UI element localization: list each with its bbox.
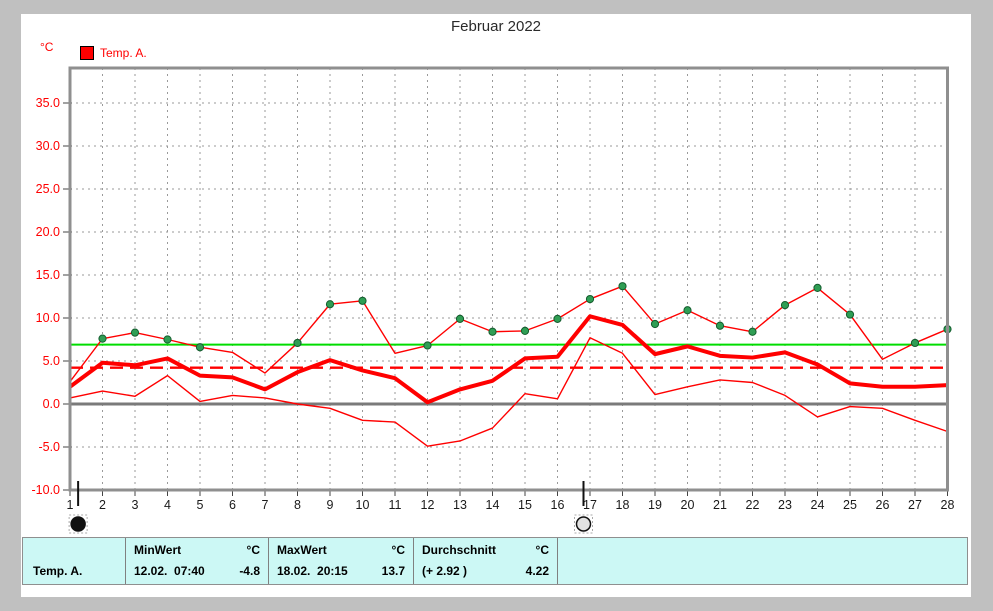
legend-color-swatch xyxy=(80,46,94,60)
empty-cell xyxy=(558,538,967,584)
minwert-value: -4.8 xyxy=(239,564,260,578)
maxwert-value: 13.7 xyxy=(381,564,405,578)
maxwert-datetime: 18.02. 20:15 xyxy=(277,564,348,578)
y-tick-label: 5.0 xyxy=(43,354,60,368)
x-tick-label: 3 xyxy=(132,498,139,512)
x-tick-label: 10 xyxy=(356,498,370,512)
x-tick-label: 13 xyxy=(453,498,467,512)
y-axis-unit-label: °C xyxy=(40,40,54,54)
max-point-marker xyxy=(813,283,822,292)
mean-temperature-line xyxy=(68,314,948,405)
x-tick-label: 2 xyxy=(99,498,106,512)
y-tick-label: 35.0 xyxy=(36,96,60,110)
max-point-marker xyxy=(748,327,757,336)
max-point-marker xyxy=(585,294,595,304)
x-tick-label: 26 xyxy=(876,498,890,512)
cursor-selection-box xyxy=(68,514,88,534)
x-tick-label: 14 xyxy=(486,498,500,512)
x-tick-label: 7 xyxy=(262,498,269,512)
chart-title: Februar 2022 xyxy=(450,18,542,35)
max-point-marker xyxy=(163,335,172,344)
y-tick-label: -10.0 xyxy=(32,483,61,497)
series-row-label: Temp. A. xyxy=(33,564,83,578)
max-point-marker xyxy=(715,321,725,330)
legend: Temp. A. xyxy=(80,46,147,60)
minwert-header: MinWert xyxy=(134,543,182,557)
durchschnitt-unit: °C xyxy=(535,543,549,557)
minwert-cell: MinWert °C 12.02. 07:40 -4.8 xyxy=(126,538,269,584)
max-point-marker xyxy=(650,319,660,329)
max-point-marker xyxy=(293,338,302,348)
x-tick-label: 1 xyxy=(67,498,74,512)
x-tick-label: 18 xyxy=(616,498,630,512)
chart-window xyxy=(21,14,971,597)
max-point-marker xyxy=(520,326,530,335)
max-point-marker xyxy=(358,296,367,305)
x-tick-label: 9 xyxy=(327,498,334,512)
minwert-datetime: 12.02. 07:40 xyxy=(134,564,205,578)
durchschnitt-value: 4.22 xyxy=(525,564,549,578)
x-tick-label: 25 xyxy=(843,498,857,512)
durchschnitt-offset: (+ 2.92 ) xyxy=(422,564,468,578)
y-tick-label: -5.0 xyxy=(38,440,60,454)
max-point-marker xyxy=(325,300,335,309)
x-tick-label: 4 xyxy=(164,498,171,512)
legend-series-label: Temp. A. xyxy=(100,46,147,60)
max-point-marker xyxy=(845,310,855,319)
cursor-selection-box xyxy=(574,514,593,534)
y-tick-label: 15.0 xyxy=(36,268,60,282)
max-point-marker xyxy=(98,334,107,343)
x-tick-label: 24 xyxy=(811,498,825,512)
y-tick-label: 30.0 xyxy=(36,139,60,153)
max-point-marker xyxy=(488,327,497,336)
max-point-marker xyxy=(553,314,562,323)
max-temperature-line xyxy=(69,285,948,383)
x-tick-label: 21 xyxy=(713,498,727,512)
x-tick-label: 17 xyxy=(583,498,597,512)
y-tick-label: 10.0 xyxy=(36,311,60,325)
x-tick-label: 6 xyxy=(229,498,236,512)
max-point-marker xyxy=(910,338,920,348)
maxwert-header: MaxWert xyxy=(277,543,327,557)
max-point-marker xyxy=(618,282,627,291)
x-tick-label: 12 xyxy=(421,498,435,512)
durchschnitt-header: Durchschnitt xyxy=(422,543,497,557)
maxwert-cell: MaxWert °C 18.02. 20:15 13.7 xyxy=(269,538,414,584)
gray-cursor-handle[interactable] xyxy=(575,516,592,532)
y-tick-label: 0.0 xyxy=(43,397,60,411)
durchschnitt-cell: Durchschnitt °C (+ 2.92 ) 4.22 xyxy=(414,538,558,584)
x-tick-label: 20 xyxy=(681,498,695,512)
max-point-marker xyxy=(683,306,692,315)
summary-panel: Temp. A. MinWert °C 12.02. 07:40 -4.8 Ma… xyxy=(22,537,968,585)
x-tick-label: 27 xyxy=(908,498,922,512)
max-point-marker xyxy=(195,343,205,352)
min-temperature-line xyxy=(69,337,948,447)
y-tick-label: 20.0 xyxy=(36,225,60,239)
x-tick-label: 19 xyxy=(648,498,662,512)
y-tick-label: 25.0 xyxy=(36,182,60,196)
max-point-marker xyxy=(780,301,790,310)
x-tick-label: 8 xyxy=(294,498,301,512)
x-tick-label: 28 xyxy=(941,498,955,512)
maxwert-unit: °C xyxy=(391,543,405,557)
plot-frame xyxy=(68,66,949,492)
x-tick-label: 16 xyxy=(551,498,565,512)
x-tick-label: 11 xyxy=(389,498,402,512)
x-tick-label: 15 xyxy=(518,498,532,512)
minwert-unit: °C xyxy=(246,543,260,557)
max-point-marker xyxy=(423,341,432,350)
x-tick-label: 5 xyxy=(197,498,204,512)
black-cursor-handle[interactable] xyxy=(70,516,86,532)
max-point-marker xyxy=(455,314,465,323)
x-tick-label: 22 xyxy=(746,498,760,512)
x-tick-label: 23 xyxy=(778,498,792,512)
max-point-marker xyxy=(130,328,140,337)
summary-row-label-cell: Temp. A. xyxy=(23,538,126,584)
